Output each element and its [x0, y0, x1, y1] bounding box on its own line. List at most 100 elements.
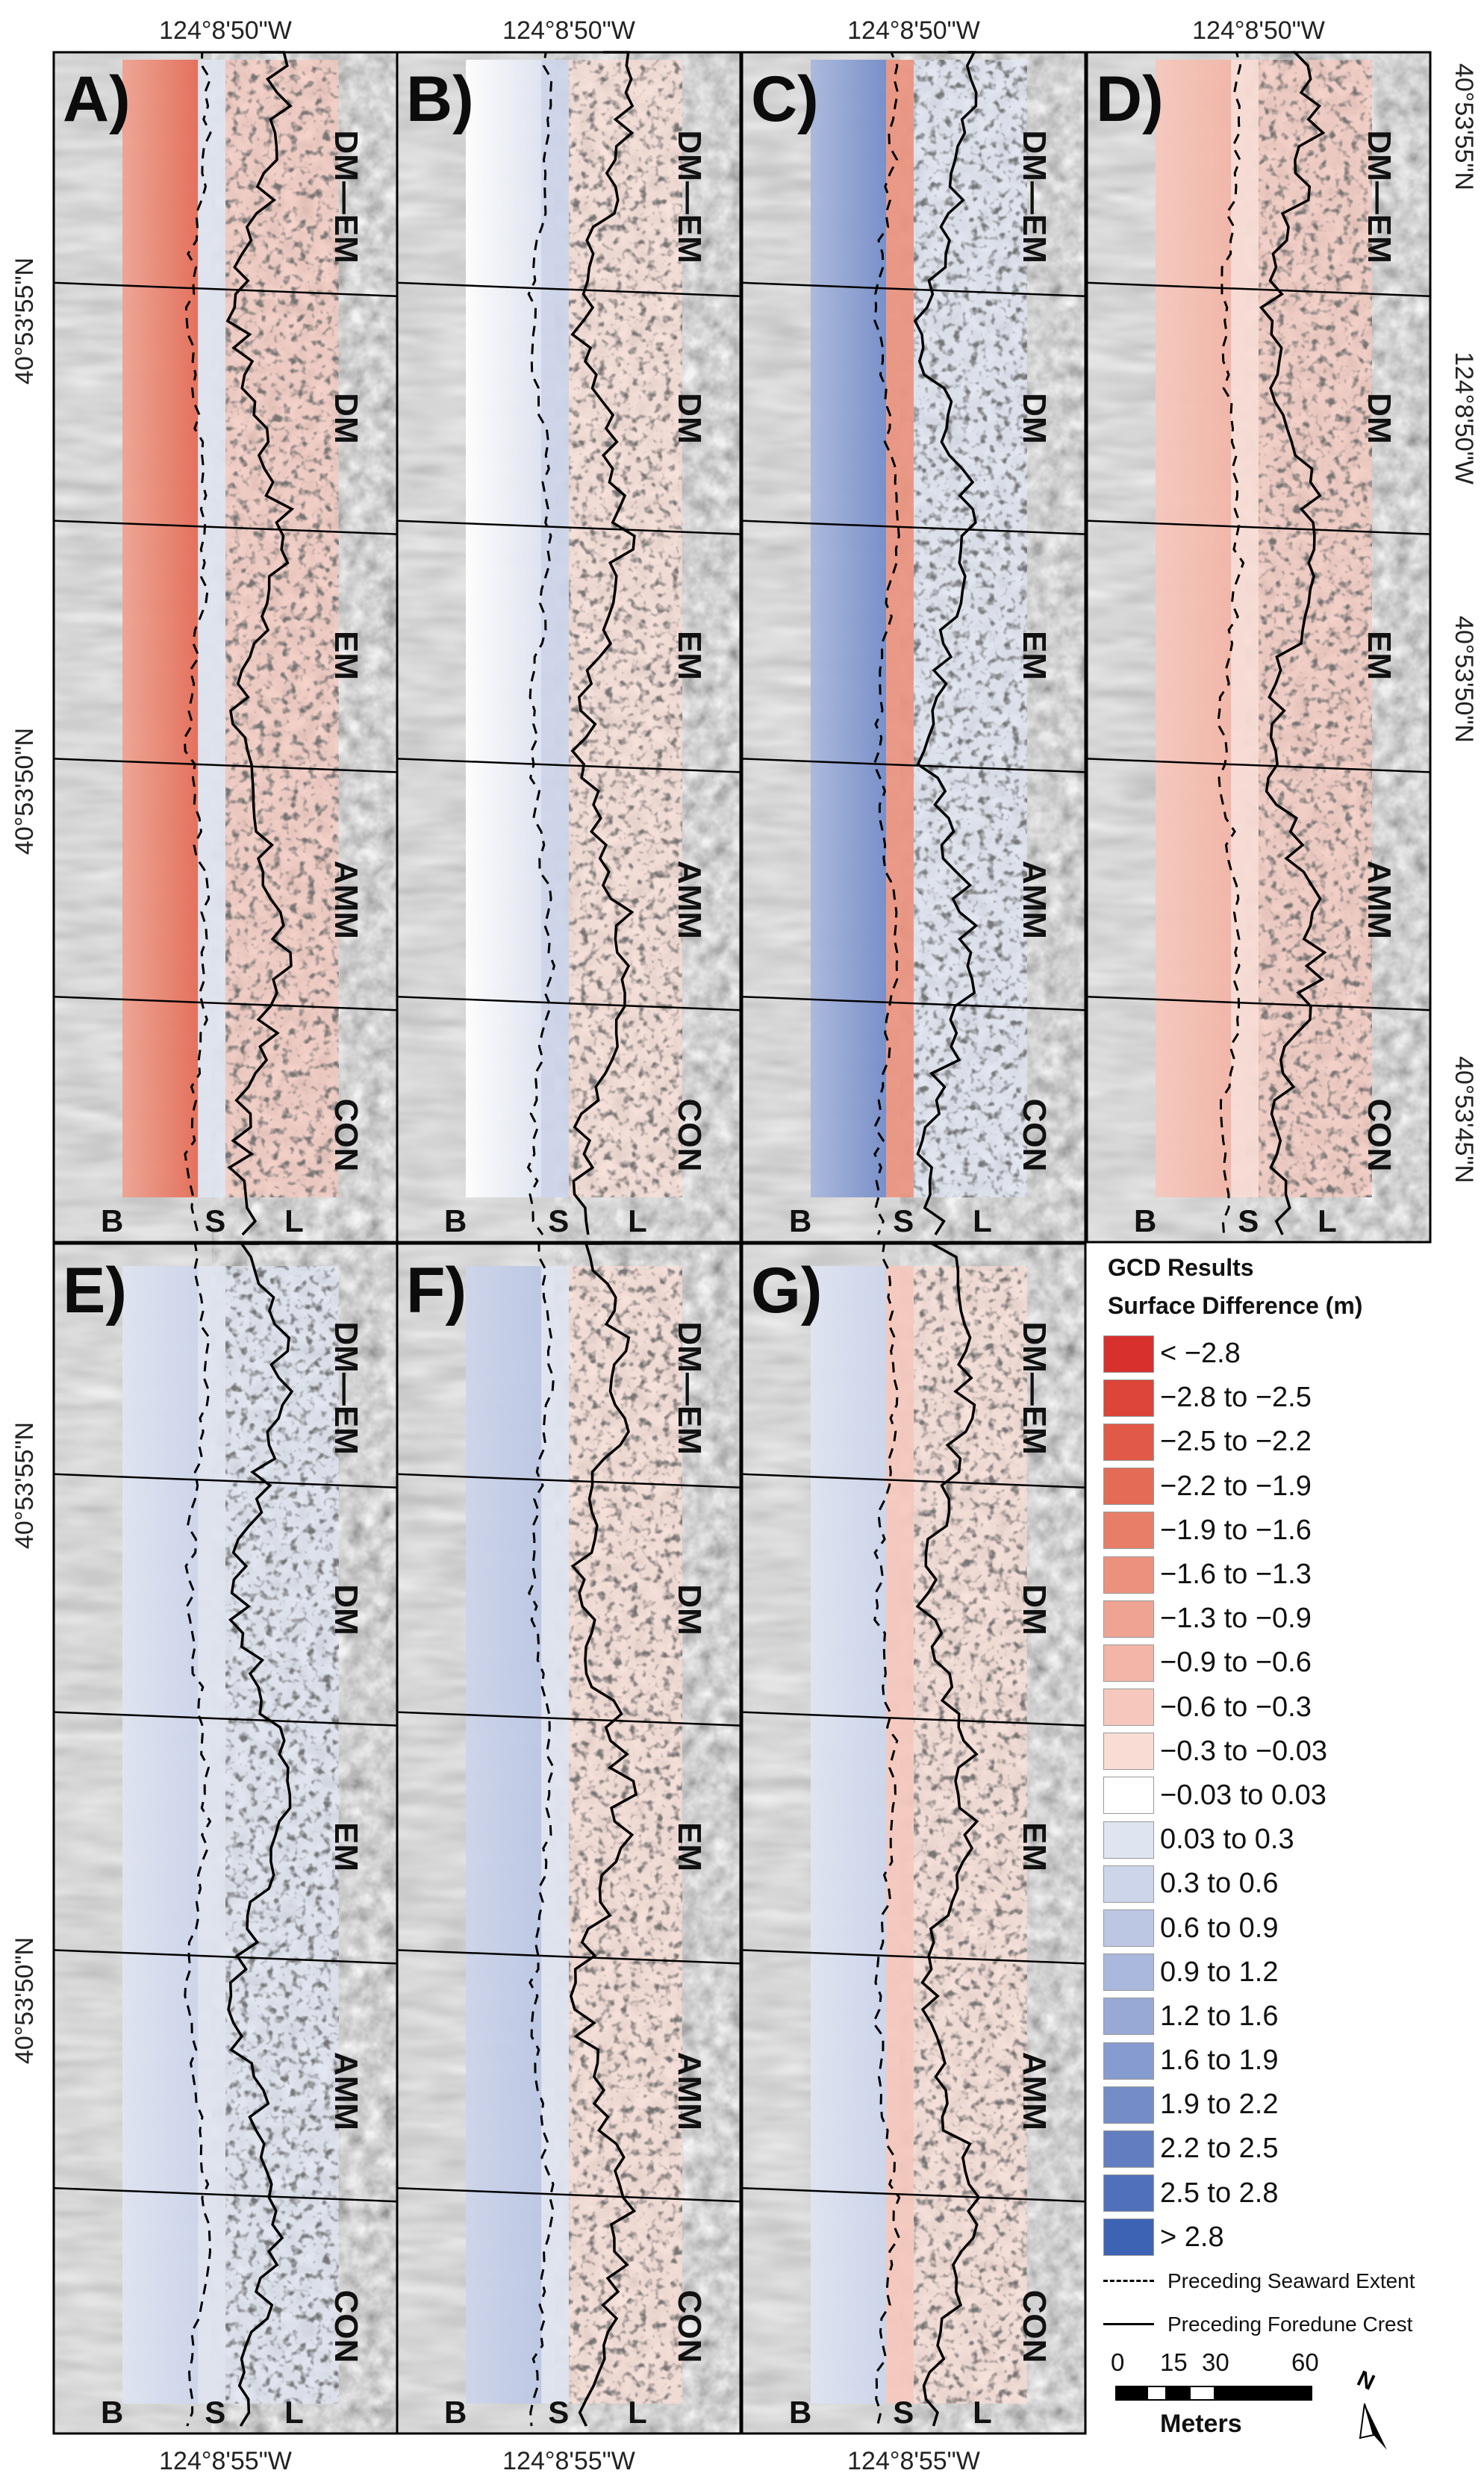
coord-left: 40°53'55"N: [10, 258, 39, 384]
zone-label: DM: [328, 1584, 364, 1635]
bsl-b: B: [101, 1203, 123, 1238]
legend-title: GCD Results: [1108, 1254, 1254, 1281]
legend-item: > 2.8: [1100, 2216, 1474, 2260]
zone-label: EM: [1016, 631, 1053, 680]
bsl-s: S: [1238, 1203, 1259, 1238]
zone-label: DM—EM: [328, 130, 364, 263]
legend-item: −0.03 to 0.03: [1100, 1774, 1474, 1818]
zone-label: EM: [671, 631, 708, 680]
bsl-l: L: [973, 2395, 992, 2430]
legend-swatch: [1103, 2086, 1154, 2124]
zone-label: DM—EM: [1016, 1321, 1053, 1454]
bsl-b: B: [444, 1203, 467, 1238]
legend-classes: < −2.8 −2.8 to −2.5 −2.5 to −2.2 −2.2 to −1…: [1100, 1332, 1474, 2260]
bsl-l: L: [628, 1203, 647, 1238]
panel-label: A): [63, 63, 131, 135]
legend-crest-label: Preceding Foredune Crest: [1167, 2312, 1413, 2336]
legend-item: −0.9 to −0.6: [1100, 1641, 1474, 1685]
zone-label: AMM: [671, 861, 708, 939]
coord-right: 40°53'50"N: [1450, 616, 1478, 743]
legend-swatch: [1103, 2130, 1154, 2168]
legend-label: 1.6 to 1.9: [1160, 2045, 1279, 2077]
coord-left: 40°53'55"N: [10, 1422, 39, 1549]
zone-label: CON: [671, 2290, 708, 2363]
north-label: N: [1354, 2366, 1379, 2395]
legend-swatch: [1103, 1909, 1154, 1948]
zone-label: AMM: [1016, 861, 1053, 939]
dashed-line-icon: [1103, 2280, 1154, 2283]
legend-label: 1.2 to 1.6: [1160, 2000, 1279, 2032]
legend-item: −0.6 to −0.3: [1100, 1686, 1474, 1730]
zone-label: DM: [1016, 1584, 1053, 1635]
zone-label: EM: [671, 1822, 708, 1871]
zone-label: CON: [1016, 2290, 1053, 2363]
legend-subtitle: Surface Difference (m): [1108, 1292, 1363, 1319]
coord-left: 40°53'50"N: [10, 728, 39, 855]
bsl-b: B: [101, 2395, 123, 2430]
north-arrow-icon: N: [1354, 2366, 1387, 2450]
panel-E: DM—EM DM EM AMM CON E) B S L: [52, 1242, 399, 2435]
legend-item: −1.6 to −1.3: [1100, 1553, 1474, 1597]
coord-top: 124°8'50"W: [1192, 16, 1325, 45]
scale-units: Meters: [1160, 2410, 1242, 2438]
legend-label: −1.9 to −1.6: [1160, 1514, 1312, 1546]
legend-label: 0.3 to 0.6: [1160, 1868, 1279, 1900]
legend-label: −2.5 to −2.2: [1160, 1426, 1312, 1458]
legend-item: −1.3 to −0.9: [1100, 1597, 1474, 1641]
coord-right: 124°8'50"W: [1450, 352, 1478, 484]
panel-label: G): [751, 1255, 823, 1326]
zone-label: DM—EM: [328, 1321, 364, 1454]
legend-swatch: [1103, 2174, 1154, 2213]
legend-label: 0.03 to 0.3: [1160, 1824, 1294, 1856]
legend-item: −2.5 to −2.2: [1100, 1420, 1474, 1464]
bsl-b: B: [444, 2395, 467, 2430]
panel-label: F): [406, 1255, 467, 1326]
bsl-l: L: [284, 2395, 304, 2430]
panel-F: DM—EM DM EM AMM CON F) B S L: [396, 1242, 742, 2435]
legend-label: 2.2 to 2.5: [1160, 2133, 1279, 2165]
legend-item: 1.6 to 1.9: [1100, 2039, 1474, 2083]
legend-label: 0.9 to 1.2: [1160, 1956, 1279, 1988]
panel-label: E): [63, 1255, 127, 1326]
legend-label: 1.9 to 2.2: [1160, 2089, 1279, 2121]
legend-swatch: [1103, 1998, 1154, 2036]
legend-label: −2.2 to −1.9: [1160, 1470, 1312, 1502]
legend-swatch: [1103, 1821, 1154, 1859]
zone-label: CON: [1361, 1099, 1397, 1172]
panel-C: DM—EM DM EM AMM CON C) B S L: [741, 51, 1087, 1244]
legend-item: 1.9 to 2.2: [1100, 2083, 1474, 2127]
zone-label: EM: [328, 1822, 364, 1871]
legend-seaward-extent: Preceding Seaward Extent: [1100, 2260, 1474, 2303]
legend-item: 1.2 to 1.6: [1100, 1995, 1474, 2039]
zone-label: CON: [328, 2290, 364, 2363]
scale-tick-60: 60: [1291, 2348, 1319, 2376]
scale-ticks: 0 15 30 60: [1108, 2348, 1354, 2378]
legend-label: 0.6 to 0.9: [1160, 1912, 1279, 1944]
coord-right: 40°53'45"N: [1450, 1056, 1478, 1183]
scale-bar: 0 15 30 60 Meters: [1108, 2348, 1354, 2453]
legend-item: 0.03 to 0.3: [1100, 1818, 1474, 1862]
legend-swatch: [1103, 1689, 1154, 1727]
legend-item: −2.2 to −1.9: [1100, 1465, 1474, 1509]
bsl-l: L: [628, 2395, 647, 2430]
panel-label: C): [751, 63, 819, 135]
coord-top: 124°8'50"W: [159, 16, 292, 45]
legend-label: −2.8 to −2.5: [1160, 1382, 1312, 1414]
legend-item: −1.9 to −1.6: [1100, 1509, 1474, 1553]
legend-swatch: [1103, 1423, 1154, 1461]
legend-swatch: [1103, 1379, 1154, 1417]
bsl-s: S: [548, 2395, 569, 2430]
legend-label: 2.5 to 2.8: [1160, 2177, 1279, 2209]
legend: GCD Results Surface Difference (m) < −2.…: [1100, 1254, 1474, 2346]
legend-swatch: [1103, 1865, 1154, 1903]
scale-tick-15: 15: [1160, 2348, 1188, 2376]
zone-label: DM—EM: [1016, 130, 1053, 263]
zone-label: DM: [671, 1584, 708, 1635]
coord-bottom: 124°8'55"W: [847, 2447, 980, 2475]
scale-tick-30: 30: [1202, 2348, 1229, 2376]
coord-left: 40°53'50"N: [10, 1937, 39, 2064]
legend-item: 0.6 to 0.9: [1100, 1906, 1474, 1950]
coord-right: 40°53'55"N: [1450, 63, 1478, 190]
zone-label: DM: [671, 393, 708, 443]
legend-label: −0.9 to −0.6: [1160, 1647, 1312, 1679]
